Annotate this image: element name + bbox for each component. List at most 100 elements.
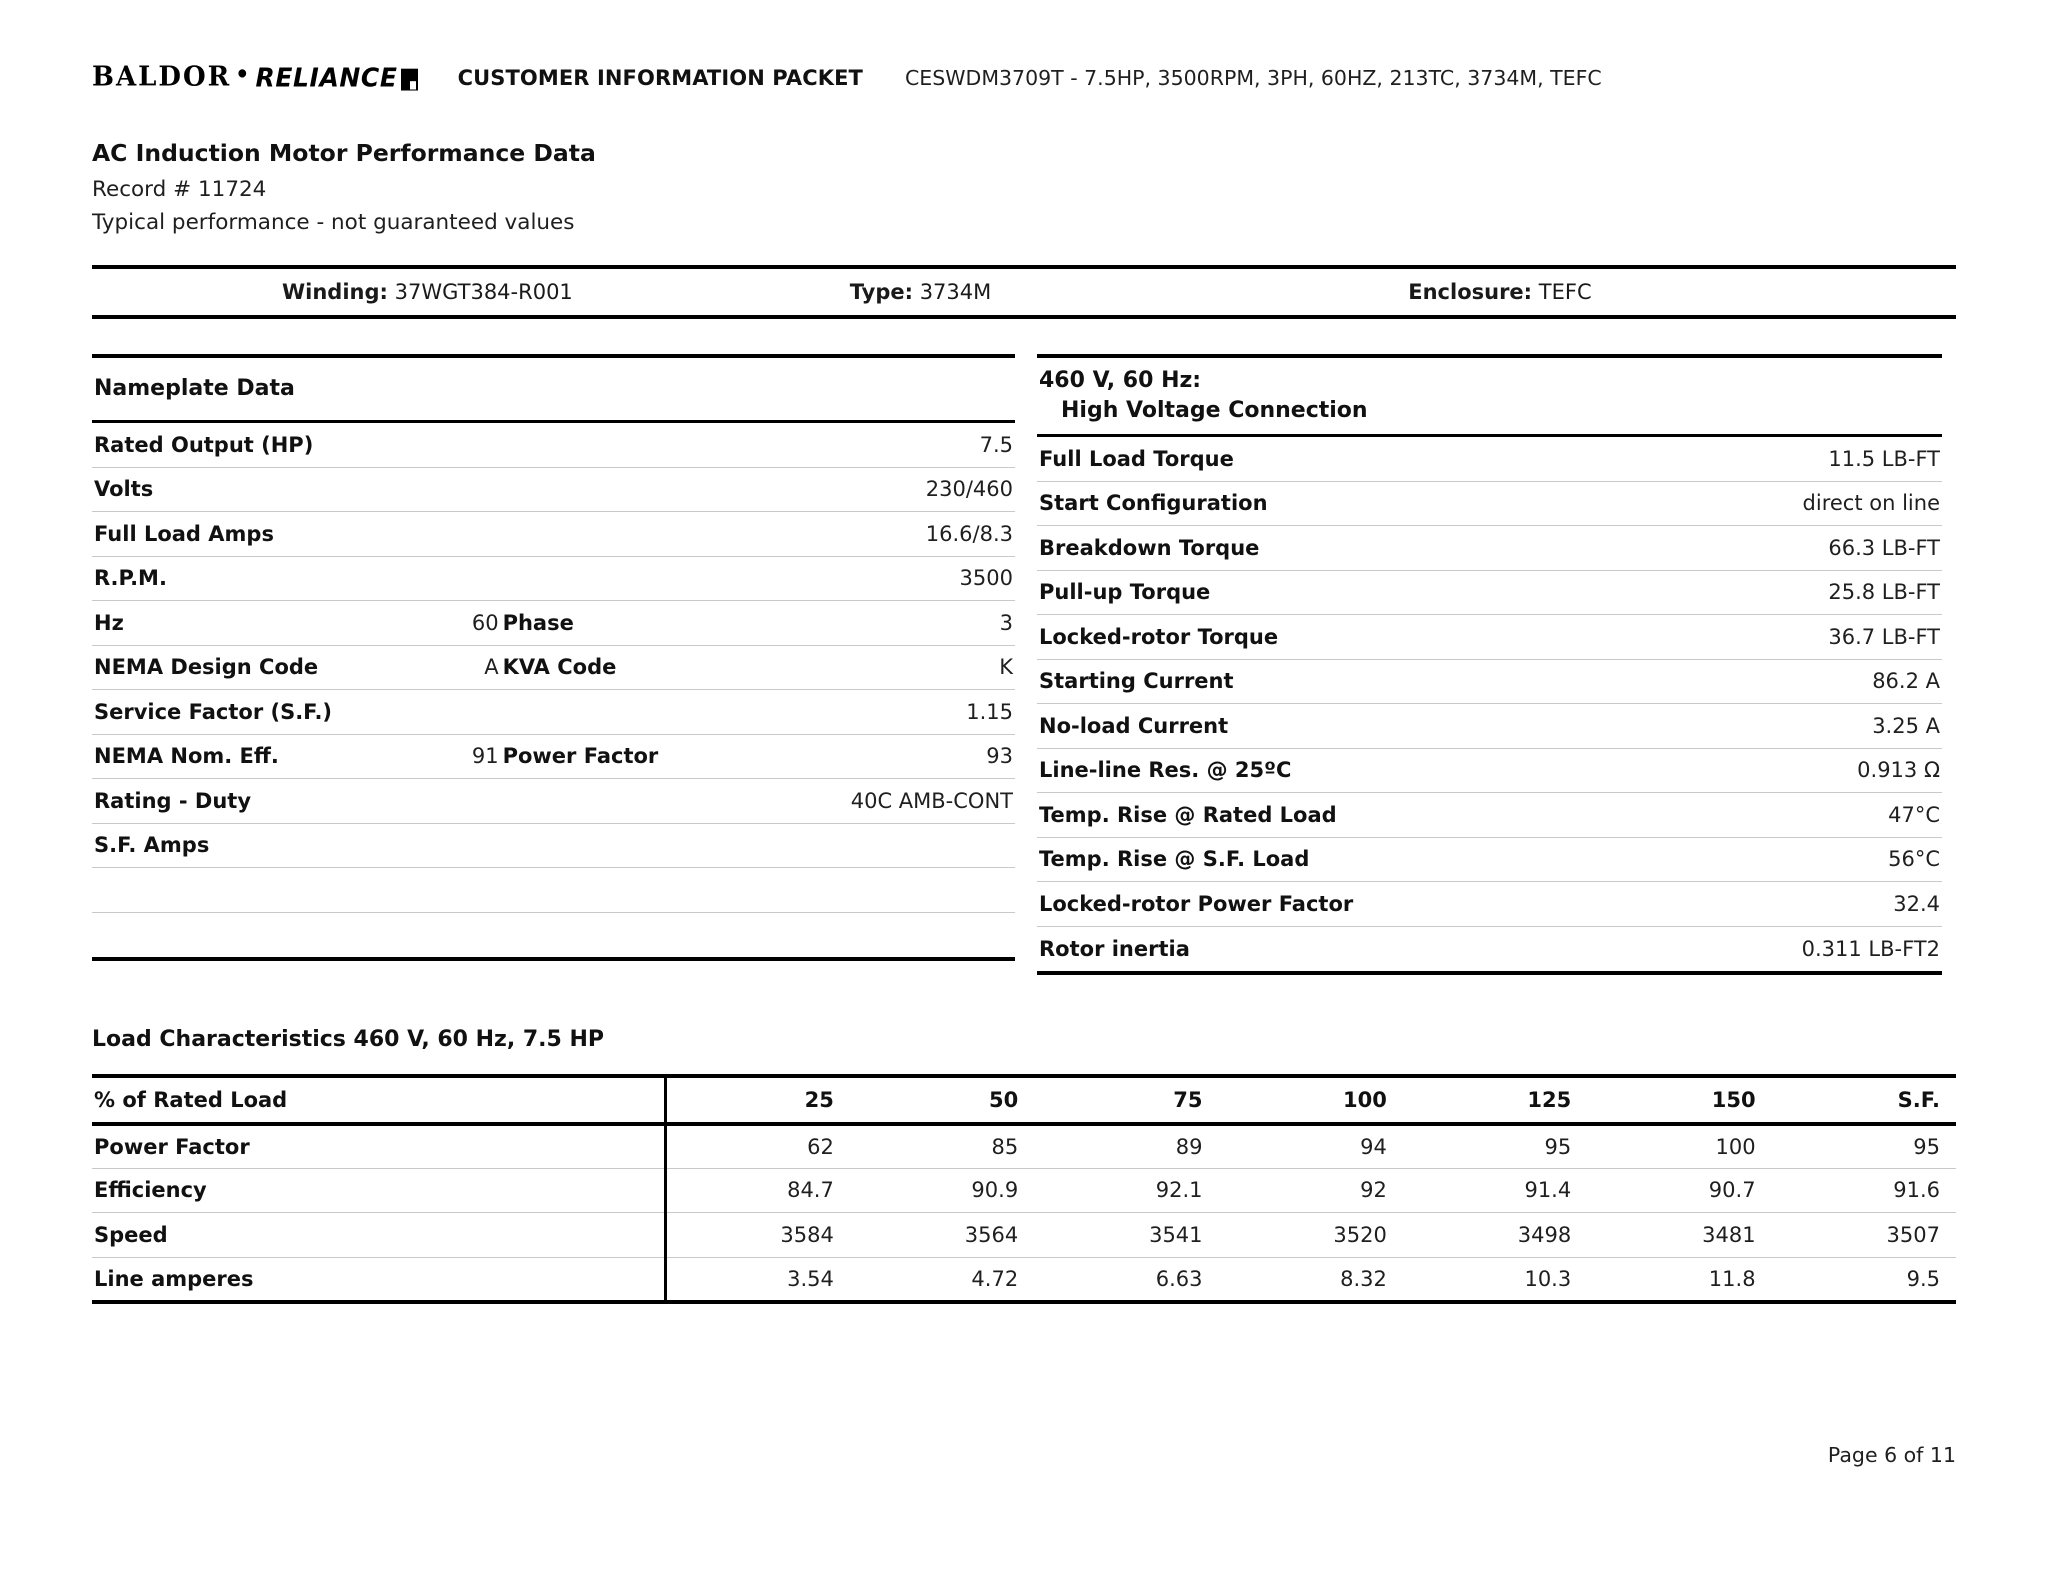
table-row: Temp. Rise @ Rated Load 47°C <box>1037 792 1942 838</box>
packet-title: CUSTOMER INFORMATION PACKET <box>457 66 863 90</box>
enclosure-value: TEFC <box>1538 279 1592 304</box>
table-row: Temp. Rise @ S.F. Load 56°C <box>1037 837 1942 882</box>
row-value: 100 <box>1587 1123 1772 1169</box>
logo-separator-dot: • <box>235 61 251 89</box>
table-row: Power Factor 62 85 89 94 95 100 95 <box>92 1123 1956 1169</box>
row-value: 0.311 LB-FT2 <box>1801 936 1940 961</box>
performance-heading-line1: 460 V, 60 Hz: <box>1039 368 1202 394</box>
row-label: Rating - Duty <box>92 778 753 824</box>
row-value <box>753 912 1015 957</box>
row-label: Start Configuration <box>1037 481 1663 526</box>
row-value: 66.3 LB-FT <box>1662 525 1942 571</box>
row-value: 25.8 LB-FT <box>1662 570 1942 615</box>
record-number: Record # 11724 <box>92 176 267 202</box>
column-header: 100 <box>1218 1073 1403 1126</box>
row-value <box>752 823 1015 868</box>
row-value: 9.5 <box>1771 1257 1956 1304</box>
row-label: NEMA Nom. Eff. <box>92 734 453 779</box>
page-title: AC Induction Motor Performance Data <box>92 139 596 167</box>
nameplate-bottom-rule <box>92 956 1015 961</box>
type-label: Type: <box>849 279 913 304</box>
row-label-alt: Power Factor <box>500 734 753 779</box>
row-value: 90.7 <box>1587 1168 1772 1213</box>
table-header-row: % of Rated Load 25 50 75 100 125 150 S.F. <box>92 1073 1956 1126</box>
row-label: Rotor inertia <box>1039 936 1190 961</box>
column-header: 125 <box>1402 1073 1588 1126</box>
winding-label: Winding: <box>282 279 388 304</box>
nameplate-heading: Nameplate Data <box>92 358 1015 423</box>
table-row: Volts 230/460 <box>92 467 1015 512</box>
table-row: Line-line Res. @ 25ºC 0.913 Ω <box>1037 748 1942 793</box>
nameplate-table-body: Rated Output (HP) 7.5 Volts 230/460 Full Loa… <box>92 422 1015 957</box>
row-value: 92.1 <box>1034 1168 1219 1213</box>
table-row: Pull-up Torque 25.8 LB-FT <box>1037 570 1942 615</box>
row-label: Pull-up Torque <box>1037 570 1663 615</box>
row-label: No-load Current <box>1037 703 1663 749</box>
column-header: 50 <box>849 1073 1035 1126</box>
row-value: 3541 <box>1034 1212 1219 1258</box>
row-value: 3498 <box>1402 1212 1588 1258</box>
table-row <box>92 912 1015 957</box>
logo-brand-reliance: RELIANCE <box>255 61 398 93</box>
nameplate-heading-text: Nameplate Data <box>94 376 295 401</box>
row-label: Speed <box>92 1212 667 1258</box>
table-row: Rotor inertia 0.311 LB-FT2 <box>1037 926 1942 971</box>
row-label: NEMA Design Code <box>92 645 453 690</box>
row-label: Hz <box>92 600 453 646</box>
row-label: Line amperes <box>92 1257 667 1304</box>
row-label <box>92 912 753 957</box>
logo-brand-baldor: BALDOR <box>92 61 232 93</box>
row-value: 94 <box>1218 1123 1403 1169</box>
enclosure-field: Enclosure: TEFC <box>1408 280 1591 304</box>
type-value: 3734M <box>919 279 992 304</box>
row-label: Breakdown Torque <box>1037 525 1663 571</box>
document-title-block: AC Induction Motor Performance Data Reco… <box>92 139 1956 234</box>
enclosure-label: Enclosure: <box>1408 279 1533 304</box>
row-value: 10.3 <box>1402 1257 1588 1304</box>
row-value: direct on line <box>1662 481 1942 526</box>
row-value: 3.54 <box>665 1257 850 1304</box>
row-label: Full Load Torque <box>1037 436 1663 482</box>
row-value: 91.4 <box>1402 1168 1588 1213</box>
row-label: Line-line Res. @ 25ºC <box>1037 748 1663 793</box>
row-value: 62 <box>665 1123 850 1169</box>
table-row: S.F. Amps <box>92 823 1015 868</box>
row-value: 8.32 <box>1218 1257 1403 1304</box>
table-row: Breakdown Torque 66.3 LB-FT <box>1037 525 1942 571</box>
row-value: 7.5 <box>752 422 1015 468</box>
table-row: Rated Output (HP) 7.5 <box>92 422 1015 468</box>
row-value: 84.7 <box>665 1168 850 1213</box>
row-value: 230/460 <box>752 467 1015 512</box>
row-label: Locked-rotor Power Factor <box>1037 881 1663 927</box>
table-row: No-load Current 3.25 A <box>1037 703 1942 749</box>
logo-abb-mark-icon <box>400 68 418 90</box>
row-value: A <box>452 645 501 690</box>
column-header: S.F. <box>1771 1073 1956 1126</box>
table-row: Rating - Duty 40C AMB-CONT <box>92 778 1015 824</box>
row-label: Locked-rotor Torque <box>1037 614 1663 660</box>
winding-field: Winding: 37WGT384-R001 <box>282 280 573 304</box>
row-label: S.F. Amps <box>92 823 753 868</box>
row-label: Efficiency <box>92 1168 667 1213</box>
performance-table: Full Load Torque 11.5 LB-FT Start Configur… <box>1037 436 1942 971</box>
row-value: 1.15 <box>752 689 1015 735</box>
row-value: 16.6/8.3 <box>752 511 1015 557</box>
row-value: 90.9 <box>849 1168 1035 1213</box>
row-value-alt: K <box>752 645 1015 690</box>
row-value: 60 <box>452 600 501 646</box>
load-characteristics-body: % of Rated Load 25 50 75 100 125 150 S.F. Power … <box>92 1073 1956 1304</box>
row-value: 47°C <box>1662 792 1942 838</box>
model-description: CESWDM3709T - 7.5HP, 3500RPM, 3PH, 60HZ,… <box>904 66 1602 90</box>
type-field: Type: 3734M <box>850 280 991 304</box>
row-value: 89 <box>1034 1123 1219 1169</box>
row-value: 91.6 <box>1771 1168 1956 1213</box>
column-header: 25 <box>665 1073 850 1126</box>
nameplate-data-section: Nameplate Data Rated Output (HP) 7.5 Volts… <box>92 353 1015 975</box>
row-value <box>752 867 1015 913</box>
row-value: 3564 <box>849 1212 1035 1258</box>
row-value: 11.8 <box>1587 1257 1772 1304</box>
row-value: 4.72 <box>849 1257 1035 1304</box>
row-label: Full Load Amps <box>92 511 753 557</box>
table-row: Locked-rotor Power Factor 32.4 <box>1037 881 1942 927</box>
row-value: 11.5 LB-FT <box>1662 436 1942 482</box>
